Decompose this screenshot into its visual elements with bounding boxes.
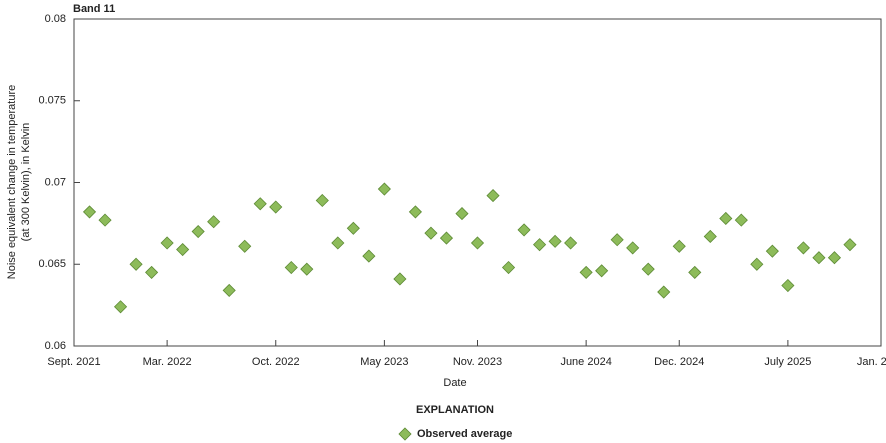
legend-title: EXPLANATION	[416, 404, 494, 416]
data-point	[455, 206, 469, 221]
data-point	[222, 283, 236, 297]
y-axis-label: (at 300 Kelvin), in Kelvin	[20, 123, 32, 242]
y-tick-label: 0.075	[38, 95, 66, 107]
data-point	[315, 193, 329, 208]
data-point	[657, 285, 671, 299]
x-axis-label: Date	[443, 377, 466, 389]
x-tick-label: Sept. 2021	[47, 356, 100, 368]
data-point	[579, 265, 593, 279]
data-point	[626, 241, 640, 255]
data-point	[843, 238, 857, 252]
data-point	[796, 241, 810, 255]
data-point	[703, 229, 717, 244]
data-point	[393, 272, 407, 286]
data-point	[424, 226, 438, 240]
data-point	[501, 260, 516, 275]
data-point	[269, 200, 283, 214]
data-point	[719, 211, 733, 226]
data-point	[439, 231, 454, 245]
x-tick-label: Jan. 2026	[857, 356, 886, 368]
x-tick-label: Nov. 2023	[453, 356, 502, 368]
y-tick-label: 0.07	[45, 176, 66, 188]
data-point	[238, 239, 252, 253]
data-point	[517, 223, 531, 237]
data-point	[176, 242, 190, 257]
legend-label: Observed average	[417, 428, 512, 440]
y-axis-label: Noise equivalent change in temperature	[6, 85, 18, 279]
data-point	[160, 236, 174, 250]
y-tick-label: 0.06	[45, 340, 66, 352]
data-point	[595, 264, 609, 278]
data-point	[470, 236, 485, 250]
data-point	[672, 239, 686, 253]
y-tick-label: 0.08	[45, 13, 66, 25]
x-tick-label: Dec. 2024	[654, 356, 704, 368]
data-point	[129, 257, 143, 271]
data-point	[300, 262, 314, 276]
data-point	[827, 251, 842, 265]
x-tick-label: June 2024	[560, 356, 611, 368]
data-point	[734, 213, 748, 227]
data-point	[145, 265, 159, 279]
data-point	[253, 197, 267, 211]
chart-title: Band 11	[73, 3, 115, 15]
data-point	[331, 236, 345, 250]
x-tick-label: Mar. 2022	[143, 356, 192, 368]
data-point	[750, 257, 764, 271]
data-point	[362, 249, 376, 263]
data-point	[641, 262, 655, 276]
x-tick-label: July 2025	[764, 356, 811, 368]
data-point	[113, 300, 128, 314]
x-tick-label: May 2023	[360, 356, 408, 368]
data-point	[377, 182, 391, 196]
data-point	[610, 233, 624, 247]
data-point	[191, 224, 205, 239]
data-point	[284, 260, 298, 275]
data-point	[408, 205, 422, 219]
data-point	[564, 236, 578, 250]
x-tick-label: Oct. 2022	[252, 356, 300, 368]
data-point	[533, 238, 547, 252]
data-point	[346, 221, 360, 235]
data-point	[82, 205, 97, 219]
y-tick-label: 0.065	[38, 258, 66, 270]
data-point	[98, 213, 112, 227]
data-point	[548, 234, 562, 248]
plot-frame	[73, 18, 882, 347]
data-point	[688, 265, 702, 279]
data-point	[765, 244, 779, 258]
data-point	[207, 215, 221, 229]
data-point	[781, 278, 795, 293]
legend-marker	[398, 427, 412, 441]
data-point	[486, 189, 500, 203]
data-point	[812, 251, 826, 265]
